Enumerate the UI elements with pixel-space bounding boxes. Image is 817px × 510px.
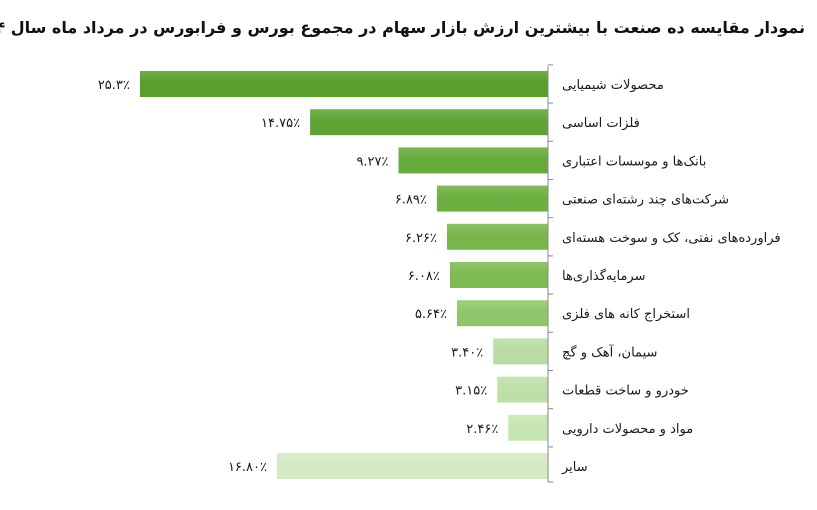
value-label: ۶.۲۶٪: [405, 231, 437, 246]
bar: [508, 414, 548, 441]
category-label: استخراج کانه های فلزی: [562, 307, 690, 322]
bar: [447, 223, 548, 250]
category-label: فراورده‌های نفتی، کک و سوخت هسته‌ای: [562, 231, 781, 246]
bar: [310, 109, 548, 136]
category-label: سایر: [561, 460, 588, 475]
bar: [449, 262, 548, 288]
category-label: بانک‌ها و موسسات اعتباری: [562, 154, 706, 169]
category-label: محصولات شیمیایی: [562, 78, 664, 93]
bar: [398, 147, 548, 174]
value-label: ۲۵.۳٪: [98, 78, 130, 93]
value-label: ۱۶.۸۰٪: [228, 460, 267, 475]
bar: [457, 300, 548, 327]
category-label: خودرو و ساخت قطعات: [562, 384, 689, 399]
category-label: فلزات اساسی: [562, 116, 640, 131]
bar: [436, 185, 548, 212]
value-label: ۶.۸۹٪: [395, 193, 427, 208]
value-label: ۹.۲۷٪: [356, 154, 388, 169]
value-label: ۳.۱۵٪: [455, 384, 487, 399]
value-label: ۳.۴۰٪: [451, 345, 483, 360]
category-label: سیمان، آهک و گچ: [562, 343, 657, 360]
bar: [139, 71, 548, 97]
bar: [277, 453, 548, 479]
value-label: ۲.۴۶٪: [466, 422, 498, 437]
bar: [497, 376, 548, 403]
chart-title: نمودار مقایسه ده صنعت با بیشترین ارزش با…: [0, 18, 805, 37]
category-label: سرمایه‌گذاری‌ها: [562, 268, 645, 284]
category-label: مواد و محصولات دارویی: [562, 422, 693, 437]
value-label: ۶.۰۸٪: [408, 269, 440, 284]
bar: [493, 338, 548, 365]
value-label: ۵.۶۴٪: [415, 307, 447, 322]
value-label: ۱۴.۷۵٪: [261, 116, 300, 131]
category-label: شرکت‌های چند رشته‌ای صنعتی: [562, 193, 729, 208]
